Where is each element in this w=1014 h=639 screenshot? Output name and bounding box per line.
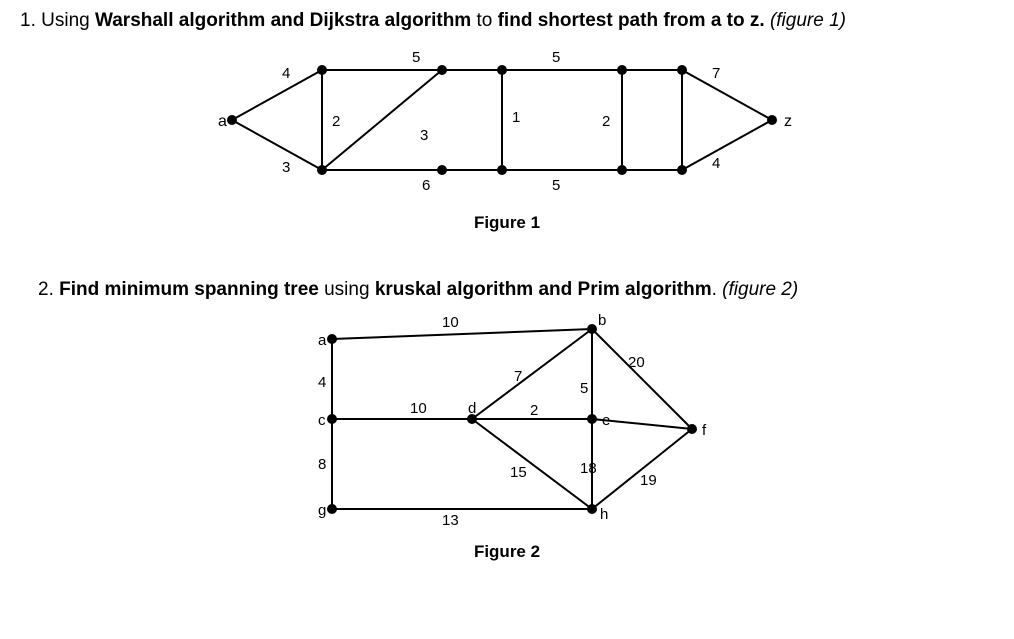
svg-text:3: 3 — [420, 127, 428, 144]
q1-prefix: Using — [41, 10, 95, 31]
svg-text:5: 5 — [580, 380, 588, 397]
q1-bold2: find shortest path from a to z. — [498, 10, 765, 31]
q2-bold1: Find minimum spanning tree — [59, 279, 319, 300]
q2-mid: using — [319, 279, 375, 300]
svg-text:4: 4 — [282, 65, 290, 82]
svg-text:h: h — [600, 506, 608, 523]
svg-text:7: 7 — [712, 65, 720, 82]
svg-text:5: 5 — [412, 49, 420, 66]
svg-text:a: a — [218, 113, 227, 130]
svg-text:6: 6 — [422, 177, 430, 194]
svg-text:2: 2 — [602, 113, 610, 130]
svg-text:1: 1 — [512, 109, 520, 126]
svg-text:z: z — [784, 113, 792, 130]
q2-number: 2. — [38, 279, 54, 300]
svg-text:15: 15 — [510, 464, 527, 481]
svg-text:g: g — [318, 502, 326, 519]
svg-text:8: 8 — [318, 456, 326, 473]
q1-suffix: (figure 1) — [765, 10, 846, 31]
figure-2-caption: Figure 2 — [20, 542, 994, 562]
svg-text:b: b — [598, 312, 606, 329]
svg-text:10: 10 — [442, 314, 459, 331]
figure-1-graph: 4 3 2 5 6 3 1 5 5 2 7 4 a z — [212, 40, 802, 205]
svg-text:5: 5 — [552, 177, 560, 194]
q2-bold2: kruskal algorithm and Prim algorithm — [375, 279, 712, 300]
q2-period: . — [712, 279, 723, 300]
question-1: 1. Using Warshall algorithm and Dijkstra… — [20, 10, 994, 32]
svg-text:4: 4 — [318, 374, 326, 391]
svg-text:18: 18 — [580, 460, 597, 477]
figure-1-caption: Figure 1 — [20, 213, 994, 233]
svg-text:10: 10 — [410, 400, 427, 417]
figure-2-wrap: 10 4 10 27 5 20 8 13 15 18 19 a b c d e f g h Figure 2 — [20, 309, 994, 562]
figure-2-graph: 10 4 10 27 5 20 8 13 15 18 19 a b c d e f g h — [292, 309, 722, 534]
svg-text:a: a — [318, 332, 327, 349]
q1-bold1: Warshall algorithm and Dijkstra algorith… — [95, 10, 471, 31]
svg-text:d: d — [468, 400, 476, 417]
q1-number: 1. — [20, 10, 36, 31]
svg-text:c: c — [318, 412, 326, 429]
q1-mid: to — [471, 10, 497, 31]
question-2: 2. Find minimum spanning tree using krus… — [20, 279, 994, 301]
svg-text:f: f — [702, 422, 707, 439]
svg-text:2: 2 — [332, 113, 340, 130]
svg-text:19: 19 — [640, 472, 657, 489]
figure-1-wrap: 4 3 2 5 6 3 1 5 5 2 7 4 a z Figure 1 — [20, 40, 994, 233]
q2-suffix: (figure 2) — [722, 279, 798, 300]
svg-text:e: e — [602, 412, 610, 429]
svg-text:2: 2 — [530, 402, 538, 419]
svg-text:7: 7 — [514, 368, 522, 385]
svg-text:4: 4 — [712, 155, 720, 172]
svg-text:3: 3 — [282, 159, 290, 176]
svg-text:5: 5 — [552, 49, 560, 66]
svg-text:13: 13 — [442, 512, 459, 529]
svg-text:20: 20 — [628, 354, 645, 371]
